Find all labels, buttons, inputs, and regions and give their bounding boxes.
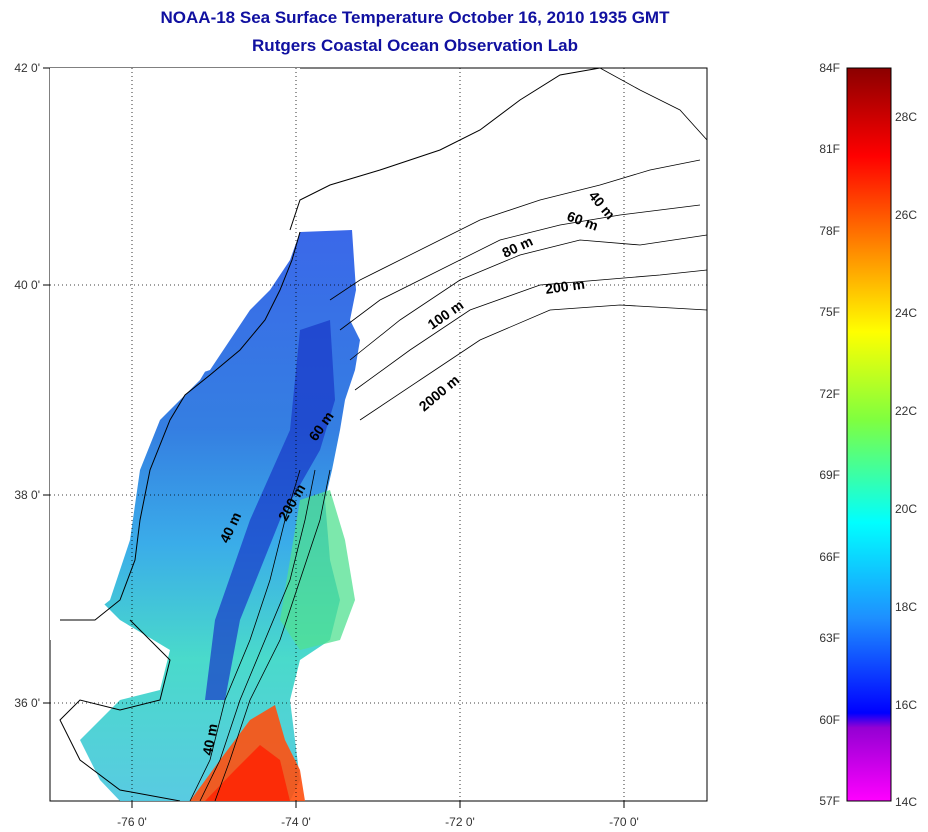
- colorbar-f-label: 81F: [819, 142, 840, 156]
- colorbar-c-label: 18C: [895, 600, 917, 614]
- colorbar-c-label: 26C: [895, 208, 917, 222]
- lat-label: 38 0': [14, 488, 40, 502]
- colorbar-c-label: 24C: [895, 306, 917, 320]
- lat-label: 36 0': [14, 696, 40, 710]
- isobath-label: 40 m: [199, 722, 220, 756]
- colorbar-c-label: 20C: [895, 502, 917, 516]
- colorbar-f-label: 57F: [819, 794, 840, 808]
- colorbar-f-label: 72F: [819, 387, 840, 401]
- colorbar-c-label: 28C: [895, 110, 917, 124]
- isobath-label: 200 m: [544, 276, 586, 297]
- colorbar-f-label: 60F: [819, 713, 840, 727]
- colorbar-f-label: 84F: [819, 61, 840, 75]
- map-subtitle: Rutgers Coastal Ocean Observation Lab: [252, 36, 578, 55]
- colorbar-f-label: 63F: [819, 631, 840, 645]
- lon-label: -76 0': [117, 815, 147, 829]
- colorbar-c-label: 22C: [895, 404, 917, 418]
- colorbar-f-label: 78F: [819, 224, 840, 238]
- lat-label: 40 0': [14, 278, 40, 292]
- lat-label: 42 0': [14, 61, 40, 75]
- shelf-cool-streak: [205, 320, 335, 700]
- colorbar-c-label: 14C: [895, 795, 917, 809]
- colorbar-f-label: 69F: [819, 468, 840, 482]
- land-mask: [50, 68, 300, 640]
- graticule: [50, 68, 707, 801]
- temperature-colorbar: [846, 67, 892, 802]
- lon-label: -72 0': [445, 815, 475, 829]
- tick-marks: [43, 67, 625, 808]
- isobath-lines: [189, 68, 707, 801]
- colorbar-f-label: 66F: [819, 550, 840, 564]
- lon-label: -70 0': [609, 815, 639, 829]
- colorbar-f-label: 75F: [819, 305, 840, 319]
- offshore-green-band: [280, 490, 355, 650]
- lon-label: -74 0': [281, 815, 311, 829]
- map-title: NOAA-18 Sea Surface Temperature October …: [160, 8, 670, 27]
- warm-gulf-stream-core: [205, 745, 290, 801]
- colorbar-c-label: 16C: [895, 698, 917, 712]
- coastline: [59, 68, 601, 801]
